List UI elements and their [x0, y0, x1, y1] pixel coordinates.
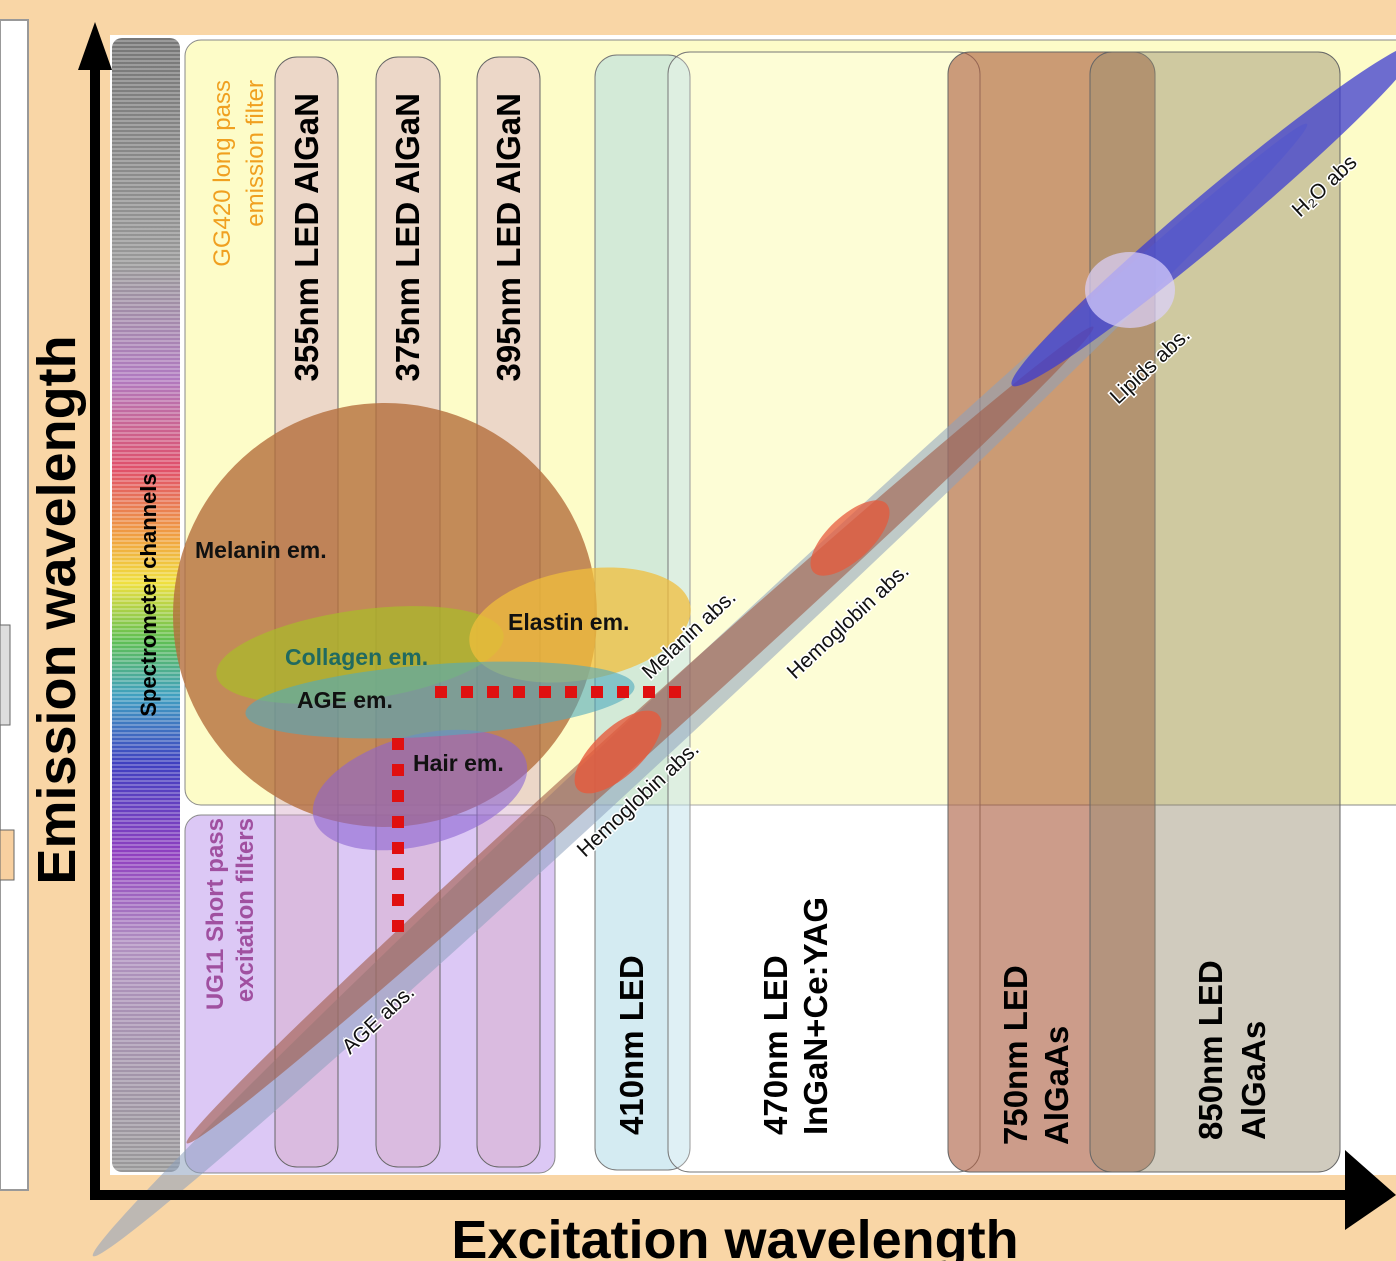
filter-label: emission filter — [242, 80, 269, 227]
led-label: 375nm LED AlGaN — [389, 93, 426, 382]
led-label: 395nm LED AlGaN — [490, 93, 527, 382]
led-label: 355nm LED AlGaN — [288, 93, 325, 382]
x-axis-label: Excitation wavelength — [451, 1210, 1018, 1261]
led-label: 750nm LED — [997, 965, 1034, 1145]
filter-label: GG420 long pass — [209, 80, 236, 267]
emission-label: Collagen em. — [285, 644, 428, 670]
emission-label: AGE em. — [297, 687, 393, 713]
led-label: InGaN+Ce:YAG — [797, 897, 834, 1135]
emission-label: Melanin em. — [195, 537, 327, 563]
filter-label: excitation filters — [232, 818, 259, 1002]
filter-label: UG11 Short pass — [202, 818, 229, 1010]
side-widget — [0, 625, 10, 725]
led-label: AlGaAs — [1235, 1021, 1272, 1140]
led-label: 470nm LED — [757, 955, 794, 1135]
led-label: AlGaAs — [1038, 1026, 1075, 1145]
led-label: 850nm LED — [1192, 960, 1229, 1140]
emission-label: Elastin em. — [508, 609, 629, 635]
y-axis-label: Emission wavelength — [27, 335, 87, 884]
side-widget — [0, 830, 14, 880]
lipids-absorption — [1085, 252, 1175, 328]
diagram: Emission wavelength Excitation wavelengt… — [0, 0, 1396, 1261]
spectrometer-label: Spectrometer channels — [136, 473, 161, 716]
led-label: 410nm LED — [613, 955, 650, 1135]
side-panel — [0, 20, 28, 1190]
emission-label: Hair em. — [413, 750, 504, 776]
